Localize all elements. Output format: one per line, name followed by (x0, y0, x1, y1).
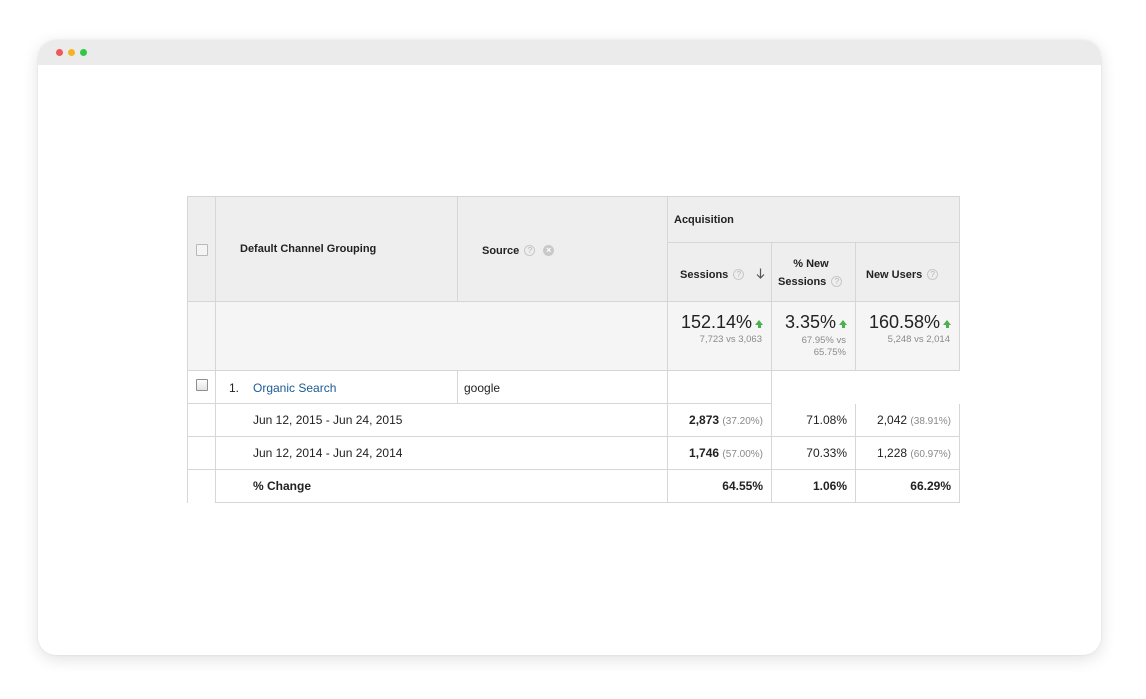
period-1-new-users: 2,042 (877, 413, 908, 427)
row-source-cell: google (457, 371, 667, 404)
change-new-users: 66.29% (910, 479, 951, 493)
change-sessions: 64.55% (722, 479, 763, 493)
row-source[interactable]: google (464, 381, 501, 395)
period-1-sessions: 2,873 (689, 413, 720, 427)
channel-grouping-header-label: Default Channel Grouping (240, 243, 377, 255)
increase-arrow-icon (755, 320, 763, 329)
period-1-pct-new-sessions-cell: 71.08% (771, 404, 855, 437)
totals-pct-new-sessions-compare-line2: 65.75% (813, 347, 846, 358)
period-1-sessions-cell: 2,873 (37.20%) (667, 404, 771, 437)
period-2-sessions-cell: 1,746 (57.00%) (667, 437, 771, 470)
row-checkbox[interactable] (196, 379, 208, 391)
change-pct-new-sessions: 1.06% (812, 479, 847, 493)
period-1-sessions-pct: (37.20%) (722, 416, 763, 427)
increase-arrow-icon (943, 320, 951, 329)
minimize-window-dot[interactable] (68, 49, 75, 56)
pct-new-sessions-header-line2-wrap: Sessions? (778, 274, 843, 288)
sessions-header-label: Sessions (680, 269, 729, 281)
period-2-label-cell: Jun 12, 2014 - Jun 24, 2014 (215, 437, 667, 470)
totals-new-users-change-wrap: 160.58% (869, 312, 951, 333)
maximize-window-dot[interactable] (80, 49, 87, 56)
change-pct-new-sessions-cell: 1.06% (771, 470, 855, 503)
new-users-header[interactable]: New Users? (855, 243, 960, 302)
period-2-new-users-wrap: 1,228 (60.97%) (877, 446, 951, 460)
period-1-label: Jun 12, 2015 - Jun 24, 2015 (253, 413, 403, 427)
period-2-new-users-cell: 1,228 (60.97%) (855, 437, 960, 470)
new-users-header-label: New Users (866, 269, 923, 281)
period-2-select-cell (187, 437, 215, 470)
window-titlebar (38, 40, 1101, 65)
source-header[interactable]: Source? × (457, 196, 667, 302)
totals-label-cell (215, 302, 667, 371)
totals-new-users-cell: 160.58% 5,248 vs 2,014 (855, 302, 960, 371)
acquisition-header-label: Acquisition (674, 214, 734, 226)
totals-sessions-compare: 7,723 vs 3,063 (699, 334, 762, 345)
remove-dimension-icon[interactable]: × (543, 245, 555, 257)
period-1-new-users-pct: (38.91%) (910, 416, 951, 427)
totals-sessions-cell: 152.14% 7,723 vs 3,063 (667, 302, 771, 371)
row-metrics-empty-cell (667, 371, 772, 404)
sessions-header[interactable]: Sessions? (667, 243, 771, 302)
pct-new-sessions-header-line1: % New (793, 258, 829, 270)
totals-sessions-change: 152.14% (680, 312, 752, 332)
period-2-new-users-pct: (60.97%) (910, 449, 951, 460)
channel-grouping-header[interactable]: Default Channel Grouping (215, 196, 457, 302)
period-2-sessions-pct: (57.00%) (722, 449, 763, 460)
sessions-header-content: Sessions? (680, 267, 745, 281)
period-1-select-cell (187, 404, 215, 437)
totals-pct-new-sessions-compare-line1: 67.95% vs (801, 335, 846, 346)
totals-select-cell (187, 302, 215, 371)
totals-sessions-change-wrap: 152.14% (681, 312, 763, 333)
select-all-checkbox[interactable] (196, 244, 208, 256)
period-2-pct-new-sessions: 70.33% (806, 446, 847, 460)
period-1-label-cell: Jun 12, 2015 - Jun 24, 2015 (215, 404, 667, 437)
totals-new-users-compare: 5,248 vs 2,014 (887, 334, 950, 345)
pct-new-sessions-header-line2: Sessions (778, 276, 827, 288)
period-2-pct-new-sessions-cell: 70.33% (771, 437, 855, 470)
change-sessions-cell: 64.55% (667, 470, 771, 503)
totals-pct-new-sessions-change: 3.35% (784, 312, 836, 332)
new-users-header-content: New Users? (866, 267, 939, 281)
increase-arrow-icon (839, 320, 847, 329)
source-header-label: Source (482, 245, 520, 257)
period-2-sessions-wrap: 1,746 (57.00%) (689, 446, 763, 460)
acquisition-header: Acquisition (667, 196, 960, 243)
row-index: 1. (229, 381, 240, 395)
close-window-dot[interactable] (56, 49, 63, 56)
period-1-new-users-cell: 2,042 (38.91%) (855, 404, 960, 437)
totals-new-users-change: 160.58% (868, 312, 940, 332)
change-label: % Change (253, 479, 312, 493)
period-2-label: Jun 12, 2014 - Jun 24, 2014 (253, 446, 403, 460)
organic-search-link[interactable]: Organic Search (253, 381, 337, 395)
period-2-sessions: 1,746 (689, 446, 720, 460)
pct-new-sessions-help-icon[interactable]: ? (831, 276, 843, 288)
totals-pct-new-sessions-cell: 3.35% 67.95% vs 65.75% (771, 302, 855, 371)
source-header-content: Source? × (482, 243, 555, 257)
analytics-report-table: Default Channel Grouping Source? × Acquis… (187, 196, 960, 503)
period-1-pct-new-sessions: 71.08% (806, 413, 847, 427)
row-select-cell (187, 371, 215, 404)
period-2-new-users: 1,228 (877, 446, 908, 460)
sort-descending-icon[interactable] (756, 268, 765, 279)
new-users-help-icon[interactable]: ? (927, 269, 939, 281)
sessions-help-icon[interactable]: ? (733, 269, 745, 281)
change-label-cell: % Change (215, 470, 667, 503)
change-new-users-cell: 66.29% (855, 470, 960, 503)
source-help-icon[interactable]: ? (524, 245, 536, 257)
row-channel-cell: 1. Organic Search (215, 371, 457, 404)
totals-pct-new-sessions-change-wrap: 3.35% (785, 312, 847, 333)
period-1-sessions-wrap: 2,873 (37.20%) (689, 413, 763, 427)
period-1-new-users-wrap: 2,042 (38.91%) (877, 413, 951, 427)
select-all-header-cell (187, 196, 215, 302)
pct-new-sessions-header[interactable]: % New Sessions? (771, 243, 855, 302)
change-select-cell (187, 470, 215, 503)
